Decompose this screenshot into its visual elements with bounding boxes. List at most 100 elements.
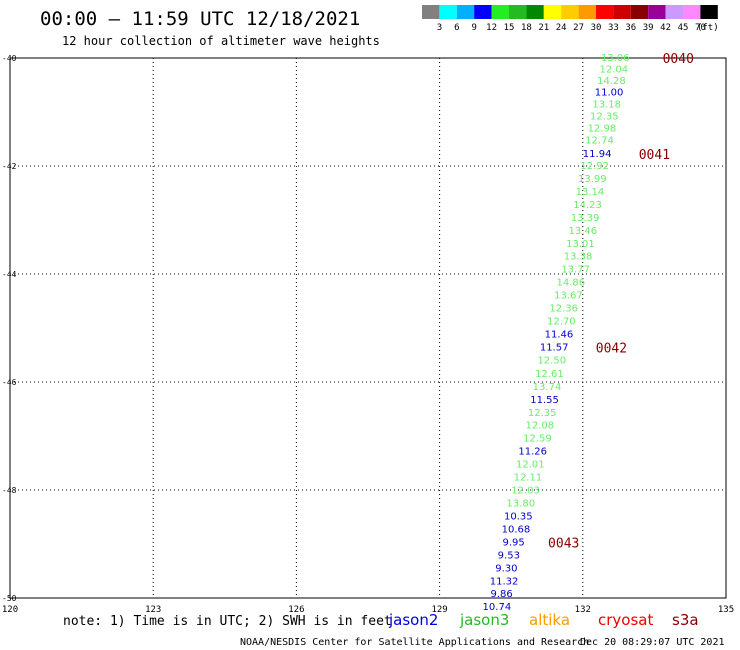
y-tick-label: -46: [2, 378, 17, 387]
colorbar-label: 33: [608, 23, 619, 33]
chart-title: 00:00 – 11:59 UTC 12/18/2021: [40, 8, 360, 30]
wave-height-point: 11.00: [595, 88, 624, 99]
footer-credit: NOAA/NESDIS Center for Satellite Applica…: [240, 637, 589, 648]
wave-height-point: 10.68: [502, 524, 531, 535]
colorbar-label: 24: [556, 23, 567, 33]
wave-height-point: 12.03: [511, 486, 540, 497]
x-tick-label: 123: [145, 605, 161, 615]
wave-height-point: 13.14: [576, 187, 605, 198]
footer-generated: Dec 20 08:29:07 UTC 2021: [580, 637, 725, 648]
wave-height-point: 13.99: [578, 174, 607, 185]
colorbar-label: 18: [521, 23, 532, 33]
x-tick-label: 135: [718, 605, 734, 615]
wave-height-point: 11.57: [540, 342, 569, 353]
chart-subtitle: 12 hour collection of altimeter wave hei…: [62, 34, 380, 48]
wave-height-point: 10.74: [483, 602, 512, 613]
wave-height-point: 9.53: [498, 550, 520, 561]
colorbar-label: 30: [591, 23, 602, 33]
colorbar-swatch: [630, 5, 649, 19]
colorbar-swatch: [700, 5, 718, 19]
wave-height-point: 12.11: [514, 473, 543, 484]
satellite-legend-jason3: jason3: [459, 611, 509, 629]
wave-height-point: 13.18: [592, 99, 621, 110]
wave-height-point: 11.94: [583, 149, 612, 160]
wave-height-point: 13.46: [568, 226, 597, 237]
wave-height-point: 9.86: [491, 589, 513, 600]
colorbar-swatch: [543, 5, 562, 19]
wave-height-point: 14.86: [557, 278, 586, 289]
colorbar-label: 36: [625, 23, 636, 33]
wave-height-point: 12.70: [547, 317, 576, 328]
wave-height-labels: 13.0612.0414.2811.0013.1812.3512.9812.74…: [483, 53, 630, 613]
colorbar-swatch: [422, 5, 440, 19]
wave-height-point: 13.06: [601, 53, 630, 64]
wave-height-point: 11.46: [545, 329, 574, 340]
time-label: 0040: [663, 52, 694, 67]
wave-height-point: 13.74: [533, 382, 562, 393]
colorbar-legend: 3 6 9 12 15 18 21 24 27 30 33 36 39 42 45 70(ft): [422, 5, 719, 33]
wave-height-point: 13.39: [571, 213, 600, 224]
wave-height-point: 11.55: [530, 395, 559, 406]
colorbar-label: 3: [437, 23, 442, 33]
colorbar-label: 27: [573, 23, 584, 33]
y-axis-ticks: -40 -42 -44 -46 -48 -50: [2, 54, 17, 603]
wave-height-point: 12.35: [528, 408, 557, 419]
wave-height-point: 12.01: [516, 460, 545, 471]
wave-height-point: 13.80: [506, 499, 535, 510]
colorbar-label: 6: [454, 23, 459, 33]
colorbar-label: 9: [471, 23, 476, 33]
time-label: 0042: [596, 341, 627, 356]
wave-height-point: 12.08: [526, 421, 555, 432]
wave-height-point: 11.32: [490, 576, 519, 587]
wave-height-point: 14.28: [597, 76, 626, 87]
colorbar-swatch: [683, 5, 701, 19]
satellite-legend-cryosat: cryosat: [598, 611, 653, 629]
satellite-legend: jason2 jason3 altika cryosat s3a: [388, 611, 699, 629]
wave-height-point: 14.23: [573, 200, 602, 211]
wave-height-point: 13.77: [561, 265, 590, 276]
y-tick-label: -48: [2, 486, 17, 495]
satellite-legend-jason2: jason2: [388, 611, 438, 629]
colorbar-swatch: [456, 5, 475, 19]
time-label: 0041: [639, 148, 670, 163]
wave-height-point: 13.38: [564, 252, 593, 263]
x-axis-ticks: 120 123 126 129 132 135: [2, 605, 734, 615]
wave-height-point: 13.67: [554, 291, 583, 302]
colorbar-label: 70: [695, 23, 706, 33]
wave-height-point: 9.30: [495, 563, 517, 574]
wave-height-point: 12.35: [590, 111, 619, 122]
wave-height-point: 12.74: [585, 136, 614, 147]
colorbar-label: 12: [486, 23, 497, 33]
wave-height-point: 12.36: [549, 304, 578, 315]
x-tick-label: 132: [575, 605, 591, 615]
colorbar-label: 15: [504, 23, 515, 33]
x-tick-label: 126: [288, 605, 304, 615]
satellite-legend-s3a: s3a: [672, 611, 699, 629]
colorbar-label: 39: [643, 23, 654, 33]
colorbar-label: 21: [538, 23, 549, 33]
colorbar-swatch: [596, 5, 614, 19]
colorbar-swatch: [561, 5, 579, 19]
footer-note: note: 1) Time is in UTC; 2) SWH is in fe…: [63, 614, 392, 629]
wave-height-point: 12.04: [600, 64, 629, 75]
time-label: 0043: [548, 536, 579, 551]
gridlines: [10, 58, 726, 598]
colorbar-swatch: [578, 5, 596, 19]
colorbar-swatch: [613, 5, 631, 19]
colorbar-swatch: [665, 5, 683, 19]
time-labels: 0040 0041 0042 0043: [548, 52, 694, 551]
wave-height-point: 12.98: [588, 124, 617, 135]
plot-area: 120 123 126 129 132 135 -40 -42 -44 -46 -48 -50 13…: [2, 52, 734, 615]
satellite-legend-altika: altika: [529, 611, 570, 629]
wave-height-point: 11.26: [518, 447, 547, 458]
colorbar-swatch: [474, 5, 492, 19]
y-tick-label: -42: [2, 162, 17, 171]
y-tick-label: -44: [2, 270, 17, 279]
colorbar-unit: (ft): [697, 23, 719, 33]
wave-height-point: 12.50: [537, 355, 566, 366]
colorbar-swatch: [526, 5, 544, 19]
wave-height-point: 12.92: [580, 161, 609, 172]
y-tick-label: -40: [2, 54, 17, 63]
y-tick-label: -50: [2, 594, 17, 603]
